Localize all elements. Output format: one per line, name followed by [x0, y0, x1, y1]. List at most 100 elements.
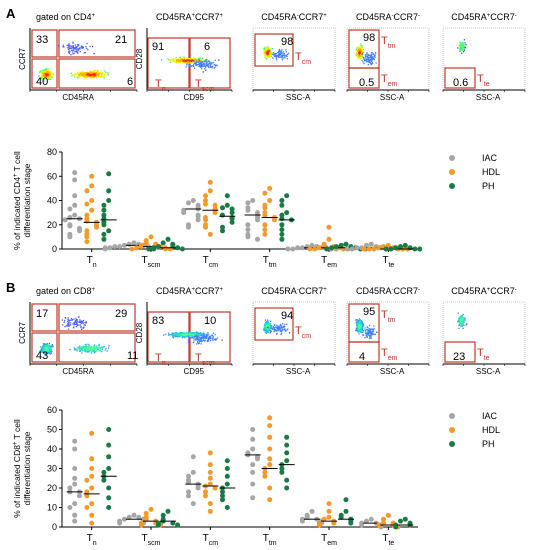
- data-point-ph: [106, 495, 112, 501]
- density-dot: [93, 352, 96, 354]
- density-dot: [80, 328, 83, 330]
- density-dot: [44, 348, 46, 351]
- density-dot: [88, 74, 90, 77]
- density-dot: [90, 70, 92, 72]
- density-dot: [460, 316, 463, 318]
- density-dot: [366, 333, 368, 335]
- density-dot: [178, 61, 180, 63]
- gate-percent: 98: [281, 36, 293, 48]
- density-dot: [364, 337, 366, 339]
- density-dot: [42, 345, 44, 347]
- data-point-iac: [102, 246, 108, 252]
- density-dot: [266, 49, 268, 51]
- density-dot: [46, 351, 48, 353]
- density-dot: [50, 72, 53, 74]
- density-dot: [373, 57, 375, 59]
- density-dot: [95, 348, 97, 351]
- density-dot: [267, 53, 269, 55]
- density-dot: [47, 71, 49, 73]
- density-dot: [214, 333, 216, 336]
- density-dot: [189, 61, 191, 64]
- density-dot: [201, 66, 203, 68]
- density-dot: [194, 58, 196, 60]
- density-dot: [211, 65, 214, 67]
- y-tick-label: 40: [47, 196, 57, 206]
- density-dot: [185, 335, 187, 337]
- density-dot: [175, 62, 177, 64]
- data-point-iac: [72, 212, 78, 218]
- density-dot: [172, 58, 175, 60]
- data-point-ph: [333, 244, 339, 250]
- density-dot: [93, 345, 95, 347]
- density-dot: [171, 334, 173, 336]
- density-dot: [193, 336, 195, 338]
- density-dot: [461, 46, 463, 49]
- x-tick-label: Tcm: [203, 533, 219, 547]
- density-dot: [84, 322, 86, 324]
- density-dot: [277, 325, 279, 327]
- panel-letter: A: [6, 6, 16, 21]
- density-dot: [369, 57, 371, 59]
- density-dot: [45, 345, 47, 347]
- density-dot: [463, 44, 465, 46]
- density-dot: [191, 58, 193, 60]
- density-dot: [71, 47, 73, 49]
- density-dot: [209, 338, 211, 340]
- density-dot: [185, 66, 187, 68]
- density-dot: [177, 336, 180, 338]
- density-dot: [73, 326, 75, 328]
- density-dot: [358, 320, 360, 322]
- data-point-ph: [393, 524, 399, 530]
- density-dot: [93, 71, 95, 73]
- data-point-hdl: [84, 505, 90, 510]
- data-point-hdl: [89, 207, 95, 213]
- x-tick-label: Tte: [382, 255, 394, 269]
- data-point-ph: [279, 202, 285, 208]
- density-dot: [268, 322, 271, 324]
- data-point-ph: [398, 518, 403, 524]
- density-dot: [264, 319, 267, 321]
- density-dot: [73, 49, 75, 51]
- density-dot: [201, 334, 203, 336]
- density-dot: [205, 69, 207, 72]
- density-dot: [360, 52, 362, 54]
- data-point-hdl: [381, 520, 386, 526]
- gate-percent: 10: [204, 315, 216, 327]
- density-dot: [276, 330, 278, 332]
- density-dot: [197, 335, 199, 338]
- data-point-ph: [348, 520, 354, 526]
- density-dot: [191, 336, 194, 338]
- density-dot: [366, 328, 368, 331]
- density-dot: [101, 347, 104, 349]
- density-dot: [42, 73, 44, 76]
- density-dot: [364, 327, 366, 329]
- density-dot: [88, 349, 90, 351]
- gate-tte: [444, 67, 476, 89]
- density-dot: [178, 61, 181, 64]
- density-dot: [198, 334, 200, 336]
- density-dot: [199, 340, 201, 342]
- density-dot: [356, 326, 358, 328]
- density-dot: [185, 61, 188, 63]
- density-dot: [70, 45, 72, 47]
- density-dot: [200, 337, 202, 339]
- data-point-iac: [72, 193, 78, 199]
- y-tick-label: 50: [47, 425, 57, 435]
- density-dot: [357, 320, 359, 322]
- data-point-hdl: [134, 245, 140, 251]
- density-dot: [204, 336, 206, 338]
- density-dot: [70, 319, 72, 321]
- density-dot: [186, 64, 188, 66]
- data-point-ph: [279, 222, 285, 228]
- data-point-iac: [77, 228, 82, 234]
- density-dot: [85, 350, 87, 352]
- data-point-hdl: [316, 522, 322, 528]
- density-dot: [211, 334, 214, 337]
- density-dot: [48, 350, 51, 353]
- density-dot: [187, 333, 189, 336]
- density-dot: [66, 325, 68, 327]
- density-dot: [214, 66, 216, 69]
- gate-q4: [58, 332, 136, 363]
- density-dot: [50, 352, 52, 354]
- data-point-hdl: [207, 469, 213, 475]
